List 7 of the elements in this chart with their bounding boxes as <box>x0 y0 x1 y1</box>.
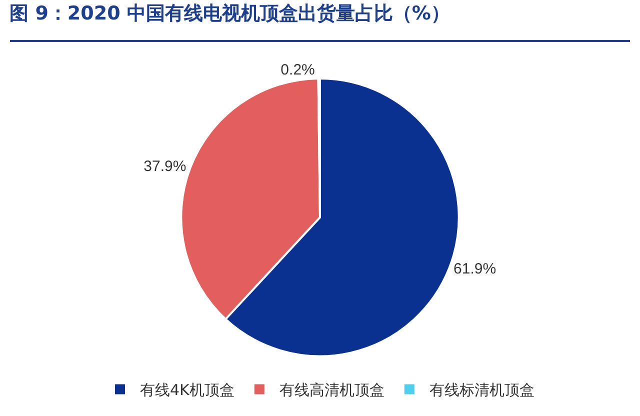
legend-label: 有线4K机顶盒 <box>140 381 234 400</box>
legend-label: 有线标清机顶盒 <box>429 381 534 400</box>
data-label: 0.2% <box>280 61 315 78</box>
data-label: 37.9% <box>144 158 186 175</box>
legend-label: 有线高清机顶盒 <box>279 381 384 400</box>
chart-title: 图 9：2020 中国有线电视机顶盒出货量占比（%） <box>10 2 450 25</box>
data-label: 61.9% <box>454 260 496 278</box>
